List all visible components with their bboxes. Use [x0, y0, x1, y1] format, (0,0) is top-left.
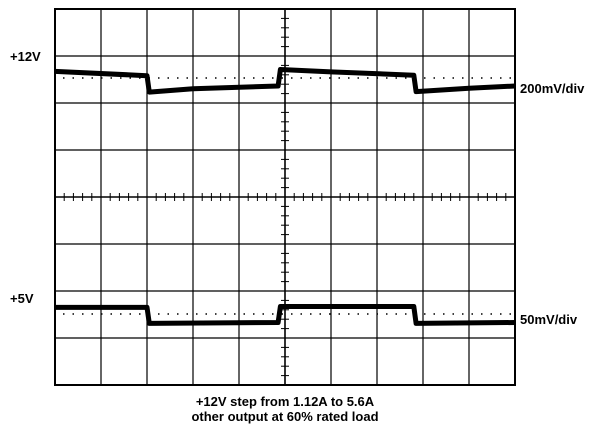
caption-line-2: other output at 60% rated load	[191, 409, 379, 424]
waveform-plus5v	[55, 304, 516, 326]
waveform-plus12v	[54, 67, 516, 95]
channel-marker-label: +12V	[10, 49, 41, 64]
channel-scale-label: 50mV/div	[520, 312, 578, 327]
channel-labels: +12V 200mV/div +5V 50mV/div	[10, 49, 585, 327]
reference-lines	[63, 77, 511, 315]
caption-line-1: +12V step from 1.12A to 5.6A	[195, 394, 375, 409]
channel-marker-label: +5V	[10, 291, 34, 306]
waveform-traces	[54, 67, 516, 326]
graticule	[54, 8, 516, 386]
channel-scale-label: 200mV/div	[520, 81, 585, 96]
